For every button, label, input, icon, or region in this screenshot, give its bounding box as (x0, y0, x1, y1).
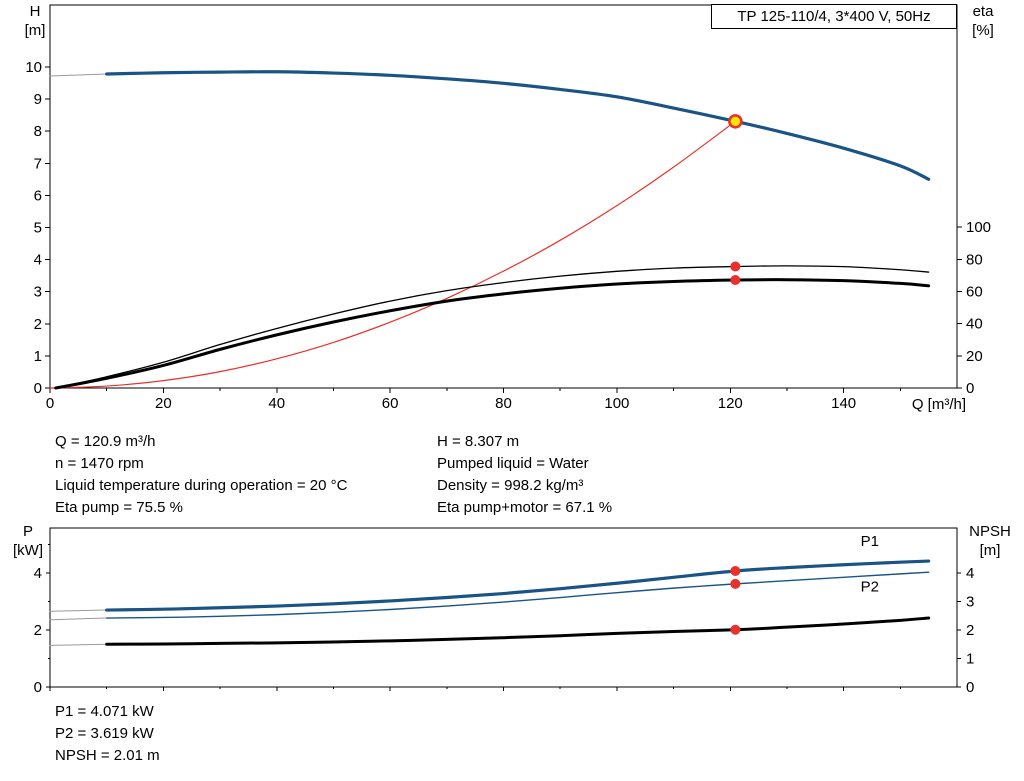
x-tick-label: 0 (46, 395, 54, 412)
info-line-density: Density = 998.2 kg/m³ (437, 477, 584, 494)
eta-motor-point (730, 275, 741, 286)
x-tick-label: 80 (495, 395, 512, 412)
p1-leader-line (49, 609, 108, 612)
x-tick-label: 140 (831, 395, 856, 412)
eta-pump-curve (55, 265, 930, 389)
h-axis-symbol: H (29, 3, 41, 20)
y-right-tick-label: 80 (966, 251, 983, 268)
duty-info-left-column: Q = 120.9 m³/h n = 1470 rpm Liquid tempe… (55, 431, 347, 519)
y-right-tick-label: 3 (966, 594, 974, 611)
y-left-tick-label: 8 (34, 123, 42, 140)
info-line-n: n = 1470 rpm (55, 455, 144, 472)
npsh-curve (105, 616, 931, 646)
head-curve (105, 70, 931, 181)
y-left-tick-label: 0 (34, 679, 42, 696)
duty-info-right-column: H = 8.307 m Pumped liquid = Water Densit… (437, 431, 612, 519)
p2-leader-line (49, 617, 108, 621)
eta-axis-symbol: eta (972, 3, 994, 20)
x-tick-label: 120 (718, 395, 743, 412)
system-curve (49, 120, 736, 389)
h-axis-label: H [m] (17, 2, 53, 40)
info-line-eta-pump: Eta pump = 75.5 % (55, 499, 183, 516)
x-tick-label: 40 (268, 395, 285, 412)
q-axis-label: Q [m³/h] (911, 396, 966, 413)
npsh-axis-label: NPSH [m] (962, 522, 1018, 560)
y-right-tick-label: 100 (966, 219, 991, 236)
power-info-block: P1 = 4.071 kW P2 = 3.619 kW NPSH = 2.01 … (55, 701, 160, 767)
y-left-tick-label: 7 (34, 155, 42, 172)
info-line-eta-pump-motor: Eta pump+motor = 67.1 % (437, 499, 613, 516)
pump-title-box: TP 125-110/4, 3*400 V, 50Hz (711, 4, 957, 29)
y-left-tick-label: 9 (34, 91, 42, 108)
y-left-tick-label: 4 (34, 565, 42, 582)
p-axis-symbol: P (22, 523, 33, 540)
eta-pump-motor-curve (54, 278, 931, 390)
info-line-npsh: NPSH = 2.01 m (55, 747, 160, 764)
head-efficiency-chart: 0 20 40 60 80 100 120 1400123456789100204060801… (25, 4, 991, 412)
y-right-tick-label: 60 (966, 283, 983, 300)
eta-axis-unit: [%] (972, 22, 994, 39)
y-left-tick-label: 1 (34, 348, 42, 365)
plot-frame (49, 4, 958, 389)
p2-curve (105, 571, 930, 619)
p1-point (730, 565, 741, 576)
p-axis-label: P [kW] (6, 522, 50, 560)
info-line-h: H = 8.307 m (437, 433, 520, 450)
y-left-tick-label: 2 (34, 316, 42, 333)
info-line-p2: P2 = 3.619 kW (55, 725, 154, 742)
h-axis-unit: [m] (24, 22, 46, 39)
p1-curve (105, 559, 931, 612)
y-left-tick-label: 3 (34, 284, 42, 301)
y-right-tick-label: 0 (966, 679, 974, 696)
p-axis-unit: [kW] (13, 542, 43, 559)
y-left-tick-label: 4 (34, 252, 42, 269)
y-left-tick-label: 6 (34, 187, 42, 204)
info-line-q: Q = 120.9 m³/h (55, 433, 156, 450)
p2-point (730, 578, 741, 589)
y-right-tick-label: 1 (966, 651, 974, 668)
y-left-tick-label: 0 (34, 380, 42, 397)
y-right-tick-label: 0 (966, 380, 974, 397)
eta-axis-label: eta [%] (959, 2, 1007, 40)
npsh-axis-unit: [m] (979, 542, 1001, 559)
y-left-tick-label: 10 (25, 59, 42, 76)
curve-label-p2: P2 (861, 579, 879, 596)
info-line-liquid: Pumped liquid = Water (437, 455, 589, 472)
x-tick-label: 100 (604, 395, 629, 412)
info-line-temperature: Liquid temperature during operation = 20… (55, 477, 348, 494)
npsh-axis-symbol: NPSH (969, 523, 1011, 540)
x-tick-label: 60 (382, 395, 399, 412)
x-tick-label: 20 (155, 395, 172, 412)
npsh-point (730, 624, 741, 635)
info-line-p1: P1 = 4.071 kW (55, 703, 154, 720)
eta-pump-point (730, 261, 741, 272)
power-npsh-chart: 0 2 4 0 1 2 3 4 P1 P2 (34, 527, 974, 696)
y-left-tick-label: 2 (34, 622, 42, 639)
y-right-tick-label: 40 (966, 316, 983, 333)
npsh-leader-line (49, 643, 108, 646)
y-right-tick-label: 2 (966, 622, 974, 639)
y-right-tick-label: 4 (966, 565, 974, 582)
curve-label-p1: P1 (861, 533, 879, 550)
y-right-tick-label: 20 (966, 348, 983, 365)
duty-point-marker (728, 114, 743, 129)
head-leader-line (49, 73, 108, 77)
y-left-tick-label: 5 (34, 219, 42, 236)
